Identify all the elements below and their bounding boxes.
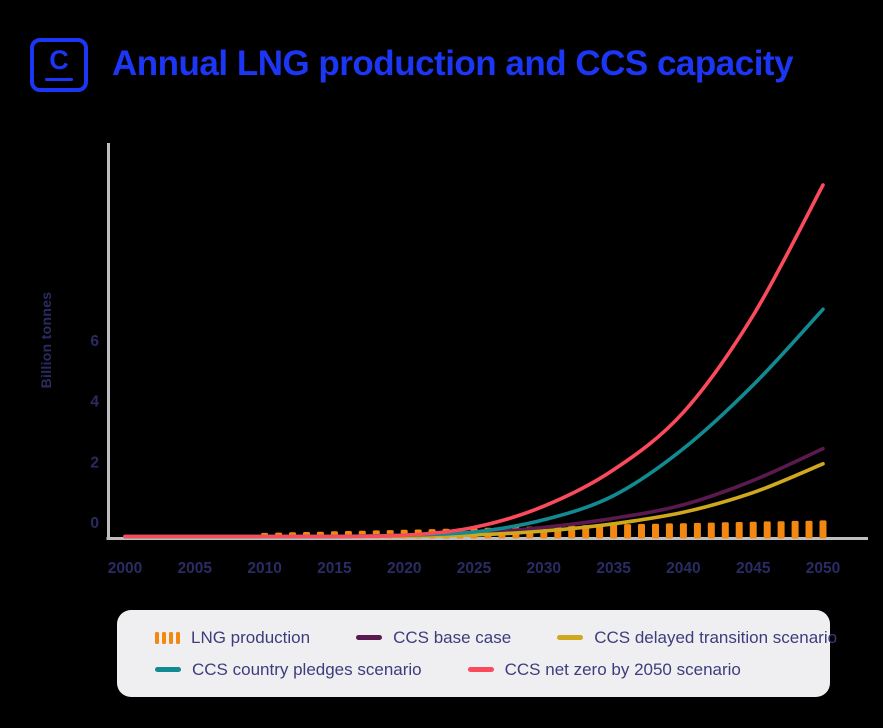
- legend-row: CCS country pledges scenario CCS net zero…: [155, 659, 830, 681]
- x-tick-label: 2045: [736, 560, 771, 577]
- lng-production-bar: [805, 520, 813, 539]
- x-tick-label: 2015: [317, 560, 352, 577]
- x-tick-label: 2010: [247, 560, 281, 577]
- y-tick-label: 0: [90, 515, 99, 532]
- lng-production-bar: [665, 523, 673, 539]
- y-tick-label: 2: [90, 454, 99, 471]
- x-tick-label: 2030: [527, 560, 561, 577]
- legend-item-label: CCS net zero by 2050 scenario: [504, 659, 741, 679]
- legend-item: CCS delayed transition scenario: [557, 628, 837, 648]
- legend-swatch-line-icon: [356, 635, 383, 640]
- lng-production-bar: [652, 523, 659, 539]
- lng-production-bar: [721, 522, 729, 539]
- legend-swatch-line-icon: [467, 667, 494, 672]
- lng-production-bar: [693, 522, 701, 539]
- lng-production-bar: [596, 524, 604, 539]
- line-ccs-base-case: [123, 446, 825, 539]
- legend-swatch-line-icon: [155, 667, 181, 672]
- legend-item-label: CCS delayed transition scenario: [594, 627, 838, 647]
- x-tick-label: 2040: [666, 560, 700, 577]
- legend-item: CCS net zero by 2050 scenario: [467, 659, 741, 680]
- lng-production-bar: [735, 522, 743, 539]
- x-tick-label: 2000: [108, 560, 142, 577]
- brand-logo-letter: C: [49, 45, 69, 75]
- legend-swatch-line-icon: [557, 635, 584, 640]
- x-tick-label: 2005: [178, 560, 213, 577]
- lng-production-bar: [777, 521, 785, 539]
- lng-production-bar: [610, 524, 618, 539]
- y-axis-title: Billion tonnes: [38, 291, 54, 389]
- legend-swatch-bars-icon: [155, 631, 180, 644]
- x-tick-label: 2025: [457, 560, 492, 577]
- line-ccs-net-zero-by-2050-scenario: [123, 183, 825, 539]
- lng-production-bar: [749, 521, 757, 539]
- lng-production-bar: [638, 523, 645, 539]
- lng-production-bar: [707, 522, 715, 539]
- y-tick-label: 4: [90, 394, 99, 411]
- brand-logo: C: [30, 38, 88, 92]
- lng-production-bar: [679, 523, 687, 539]
- lng-production-bar: [819, 520, 827, 539]
- x-tick-label: 2035: [596, 560, 631, 577]
- legend-item: LNG production: [155, 628, 310, 648]
- legend-item-label: LNG production: [191, 627, 311, 647]
- x-tick-label: 2020: [387, 560, 421, 577]
- legend-item: CCS base case: [356, 628, 511, 648]
- lng-production-bar: [791, 520, 799, 539]
- brand-logo-underline: [45, 77, 73, 81]
- lng-production-bar: [624, 524, 632, 539]
- legend-row: LNG production CCS base case CCS delayed t…: [155, 627, 837, 649]
- page-title: Annual LNG production and CCS capacity: [112, 44, 794, 83]
- chart-legend: LNG production CCS base case CCS delayed t…: [117, 610, 837, 697]
- lng-production-bar: [763, 521, 771, 539]
- header: C Annual LNG production and CCS capacity: [0, 0, 883, 110]
- x-tick-label: 2050: [806, 560, 840, 577]
- legend-item-label: CCS base case: [393, 627, 512, 647]
- legend-item-label: CCS country pledges scenario: [192, 659, 422, 679]
- y-tick-label: 6: [90, 333, 99, 350]
- legend-item: CCS country pledges scenario: [155, 660, 422, 680]
